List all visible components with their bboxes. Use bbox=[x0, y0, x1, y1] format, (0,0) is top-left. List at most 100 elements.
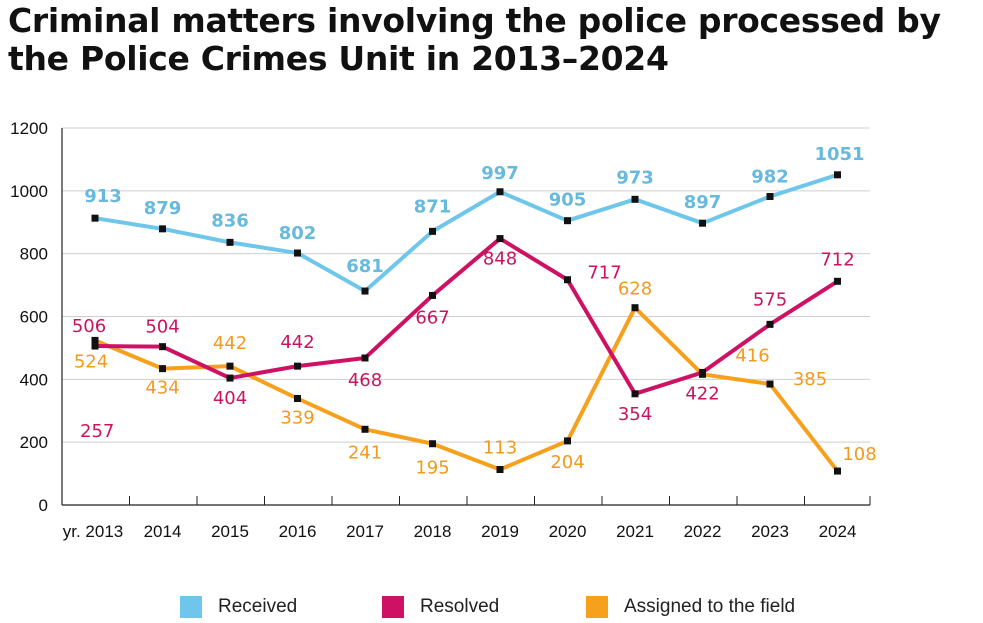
annotation-label: 257 bbox=[80, 421, 114, 442]
x-tick-label: 2018 bbox=[414, 522, 452, 541]
data-label-resolved: 442 bbox=[280, 332, 314, 353]
data-label-received: 1051 bbox=[814, 144, 864, 165]
legend-label-assigned: Assigned to the field bbox=[624, 596, 796, 617]
legend-item-resolved: Resolved bbox=[382, 596, 499, 618]
y-tick-label: 800 bbox=[20, 245, 48, 264]
data-label-resolved: 468 bbox=[348, 370, 382, 391]
chart-title: Criminal matters involving the police pr… bbox=[8, 1, 941, 78]
x-tick-label: 2017 bbox=[346, 522, 384, 541]
x-tick-label: 2024 bbox=[819, 522, 857, 541]
data-point-received bbox=[766, 192, 774, 200]
data-point-resolved bbox=[496, 235, 504, 243]
y-tick-label: 1200 bbox=[10, 119, 48, 138]
x-tick-label: 2021 bbox=[616, 522, 654, 541]
y-tick-label: 200 bbox=[20, 433, 48, 452]
x-tick-label: 2020 bbox=[549, 522, 587, 541]
data-label-assigned: 524 bbox=[74, 351, 108, 372]
data-point-received bbox=[91, 214, 99, 222]
data-point-resolved bbox=[159, 343, 166, 351]
data-point-resolved bbox=[226, 374, 234, 382]
data-point-resolved bbox=[361, 354, 369, 362]
y-tick-label: 600 bbox=[20, 308, 48, 327]
data-point-resolved bbox=[429, 291, 436, 299]
data-point-received bbox=[496, 188, 504, 196]
legend-swatch-received bbox=[180, 596, 202, 618]
data-label-resolved: 422 bbox=[685, 383, 719, 404]
legend: Received Resolved Assigned to the field bbox=[0, 596, 983, 622]
data-point-assigned bbox=[91, 336, 99, 344]
data-point-assigned bbox=[226, 362, 234, 370]
y-tick-label: 400 bbox=[20, 370, 48, 389]
x-tick-label: 2022 bbox=[684, 522, 722, 541]
data-label-received: 681 bbox=[346, 256, 384, 277]
data-point-resolved bbox=[766, 320, 774, 328]
data-point-received bbox=[361, 287, 369, 295]
x-tick-label: 2023 bbox=[751, 522, 789, 541]
y-tick-label: 0 bbox=[39, 496, 48, 515]
x-tick-label: 2019 bbox=[481, 522, 519, 541]
data-point-received bbox=[294, 249, 301, 257]
series-line-resolved bbox=[93, 236, 840, 396]
data-label-assigned: 241 bbox=[348, 442, 382, 463]
data-label-received: 802 bbox=[279, 223, 317, 244]
data-label-received: 879 bbox=[144, 198, 182, 219]
data-point-resolved bbox=[564, 276, 571, 284]
data-point-received bbox=[834, 171, 841, 179]
data-point-assigned bbox=[834, 467, 841, 475]
data-point-resolved bbox=[631, 390, 639, 398]
data-label-resolved: 667 bbox=[415, 307, 449, 328]
data-label-received: 997 bbox=[481, 163, 519, 184]
data-point-received bbox=[429, 227, 436, 235]
data-point-resolved bbox=[91, 342, 99, 350]
y-tick-label: 1000 bbox=[10, 182, 48, 201]
data-point-assigned bbox=[429, 440, 436, 448]
data-point-resolved bbox=[699, 368, 706, 376]
series-line-assigned bbox=[93, 305, 840, 474]
data-label-assigned: 204 bbox=[550, 452, 584, 473]
data-label-assigned: 108 bbox=[842, 444, 876, 465]
data-point-received bbox=[631, 195, 639, 203]
data-label-resolved: 506 bbox=[72, 316, 106, 337]
data-label-received: 982 bbox=[751, 166, 789, 187]
data-label-assigned: 339 bbox=[280, 407, 314, 428]
data-point-assigned bbox=[496, 465, 504, 473]
legend-label-received: Received bbox=[218, 596, 298, 617]
legend-swatch-assigned bbox=[586, 596, 608, 618]
data-point-assigned bbox=[766, 380, 774, 388]
data-label-resolved: 717 bbox=[587, 263, 621, 284]
data-point-received bbox=[564, 217, 571, 225]
data-point-received bbox=[159, 225, 166, 233]
legend-swatch-resolved bbox=[382, 596, 404, 618]
legend-item-received: Received bbox=[180, 596, 297, 618]
data-label-resolved: 404 bbox=[213, 388, 247, 409]
data-label-resolved: 504 bbox=[145, 317, 179, 338]
data-point-resolved bbox=[834, 277, 841, 285]
x-tick-label: yr. 2013 bbox=[63, 522, 124, 541]
series-line-received bbox=[93, 172, 840, 294]
data-label-assigned: 195 bbox=[415, 458, 449, 479]
data-point-assigned bbox=[564, 437, 571, 445]
data-label-resolved: 848 bbox=[483, 249, 517, 270]
data-label-assigned: 434 bbox=[145, 378, 179, 399]
x-tick-label: 2015 bbox=[211, 522, 249, 541]
data-point-resolved bbox=[294, 362, 301, 370]
data-label-received: 836 bbox=[211, 210, 249, 231]
data-label-resolved: 712 bbox=[820, 249, 854, 270]
data-label-resolved: 354 bbox=[618, 404, 652, 425]
x-tick-label: 2016 bbox=[279, 522, 317, 541]
data-point-received bbox=[226, 238, 234, 246]
data-point-assigned bbox=[159, 365, 166, 373]
legend-item-assigned: Assigned to the field bbox=[586, 596, 795, 618]
data-point-assigned bbox=[631, 304, 639, 312]
data-label-assigned: 385 bbox=[793, 369, 827, 390]
data-label-received: 905 bbox=[549, 190, 587, 211]
data-point-assigned bbox=[361, 425, 369, 433]
data-point-received bbox=[699, 219, 706, 227]
data-label-assigned: 416 bbox=[735, 345, 769, 366]
data-label-received: 973 bbox=[616, 167, 654, 188]
data-label-assigned: 113 bbox=[483, 437, 517, 458]
x-tick-label: 2014 bbox=[144, 522, 182, 541]
data-label-received: 897 bbox=[684, 192, 722, 213]
data-label-received: 871 bbox=[414, 196, 452, 217]
